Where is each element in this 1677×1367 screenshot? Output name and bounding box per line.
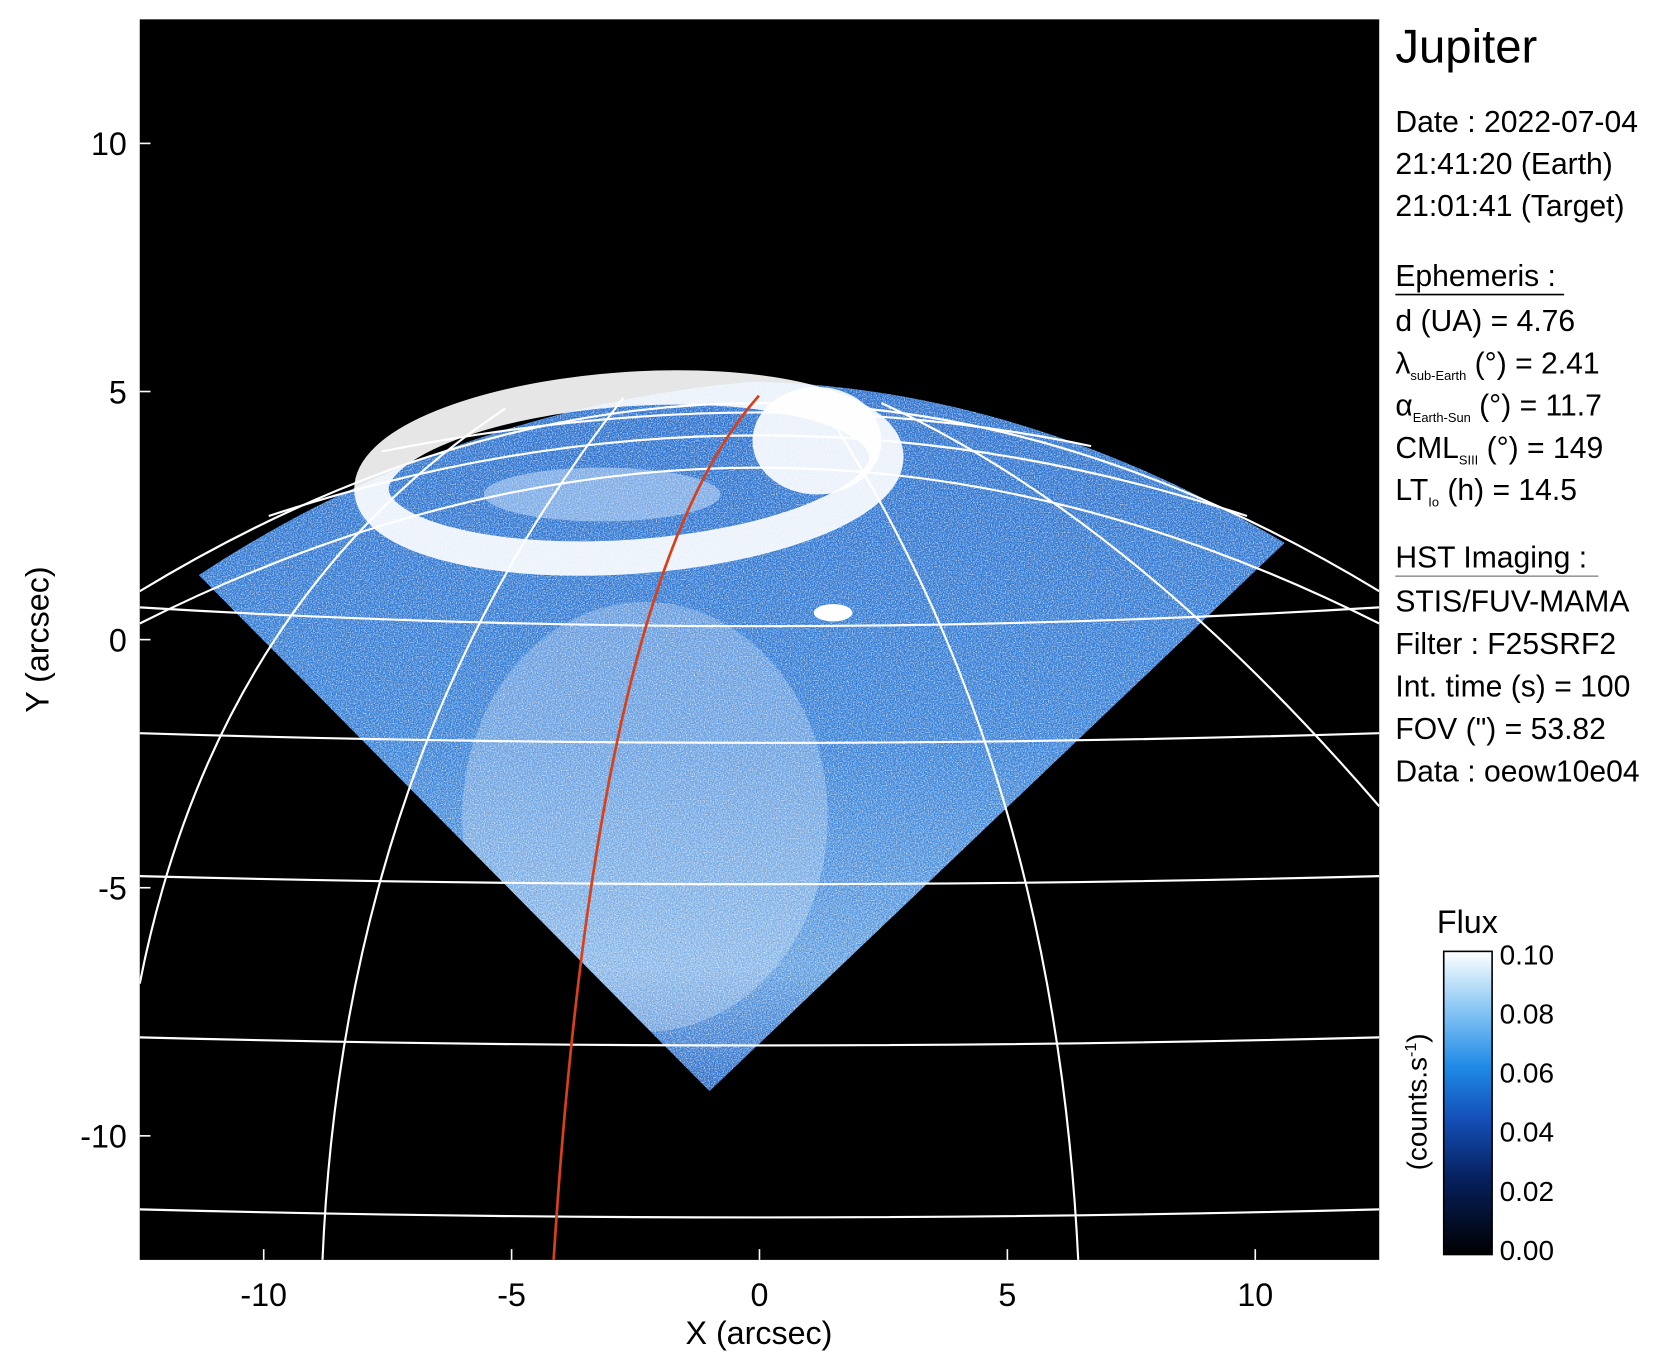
colorbar-tick-label: 0.06: [1500, 1058, 1554, 1089]
date-line: 21:41:20 (Earth): [1395, 148, 1612, 181]
figure: -10 -5 0 5 10 -10 -5 0 5 10 0.10 0.08 0.06 0.04 0.02 0.…: [19, 19, 1640, 1351]
imaging-line: STIS/FUV-MAMA: [1395, 586, 1630, 619]
y-tick-label: 5: [109, 374, 127, 410]
colorbar-tick-label: 0.10: [1500, 939, 1554, 970]
date-line: Date : 2022-07-04: [1395, 106, 1638, 139]
colorbar-title: Flux: [1437, 904, 1498, 940]
x-tick-label: 10: [1237, 1277, 1273, 1313]
imaging-line: Filter : F25SRF2: [1395, 628, 1616, 661]
axes: -10 -5 0 5 10 -10 -5 0 5 10 0.10 0.08 0.06 0.04 0.02 0.…: [80, 126, 1554, 1313]
colorbar: [1442, 950, 1493, 1256]
ephemeris-value: (°) = 2.41: [1466, 347, 1599, 380]
x-tick-label: -10: [240, 1277, 287, 1313]
colorbar-tick-label: 0.04: [1500, 1117, 1554, 1148]
ephemeris-line: λsub-Earth (°) = 2.41: [1395, 347, 1599, 382]
panel-title: Jupiter: [1395, 20, 1537, 73]
colorbar-label-close: ): [1402, 1033, 1433, 1042]
y-tick-label: 10: [91, 126, 127, 162]
ephemeris-line: LTIo (h) = 14.5: [1395, 474, 1577, 509]
imaging-line: Data : oeow10e04: [1395, 756, 1639, 789]
y-tick-label: 0: [109, 622, 127, 658]
imaging-heading: HST Imaging :: [1395, 542, 1587, 575]
colorbar-label-text: (counts.s: [1402, 1057, 1433, 1170]
ephemeris-symbol: α: [1395, 390, 1412, 423]
ephemeris-subscript: SIII: [1459, 452, 1478, 467]
x-tick-label: -5: [497, 1277, 526, 1313]
info-panel: Date : 2022-07-04 21:41:20 (Earth) 21:01:4…: [1395, 106, 1640, 789]
x-axis-label: X (arcsec): [685, 1315, 832, 1351]
imaging-line: FOV (") = 53.82: [1395, 713, 1606, 746]
ephemeris-value: (°) = 149: [1478, 432, 1603, 465]
ephemeris-symbol: λ: [1395, 347, 1410, 380]
x-tick-label: 0: [751, 1277, 769, 1313]
ephemeris-heading: Ephemeris :: [1395, 260, 1556, 293]
ephemeris-symbol: CML: [1395, 432, 1459, 465]
imaging-line: Int. time (s) = 100: [1395, 671, 1630, 704]
y-tick-label: -10: [80, 1119, 127, 1155]
ephemeris-symbol: LT: [1395, 474, 1428, 507]
date-line: 21:01:41 (Target): [1395, 190, 1624, 223]
ephemeris-line: CMLSIII (°) = 149: [1395, 432, 1603, 467]
ephemeris-value: (h) = 14.5: [1439, 474, 1577, 507]
y-tick-label: -5: [98, 871, 127, 907]
ephemeris-subscript: sub-Earth: [1410, 368, 1466, 383]
y-axis-label: Y (arcsec): [19, 566, 55, 712]
ephemeris-symbol: d (UA) = 4.76: [1395, 305, 1575, 338]
colorbar-tick-label: 0.00: [1500, 1235, 1554, 1266]
colorbar-tick-label: 0.02: [1500, 1176, 1554, 1207]
ephemeris-value: (°) = 11.7: [1471, 390, 1602, 423]
colorbar-tick-label: 0.08: [1500, 998, 1554, 1029]
ephemeris-line: αEarth-Sun (°) = 11.7: [1395, 390, 1602, 425]
ephemeris-line: d (UA) = 4.76: [1395, 305, 1575, 338]
ephemeris-subscript: Io: [1428, 495, 1439, 510]
x-tick-label: 5: [998, 1277, 1016, 1313]
colorbar-label-sup: -1: [1402, 1043, 1420, 1057]
planet-grid: [139, 397, 1380, 1260]
reference-meridian: [552, 394, 760, 1260]
colorbar-label: (counts.s-1): [1402, 1033, 1433, 1170]
ephemeris-subscript: Earth-Sun: [1413, 410, 1471, 425]
